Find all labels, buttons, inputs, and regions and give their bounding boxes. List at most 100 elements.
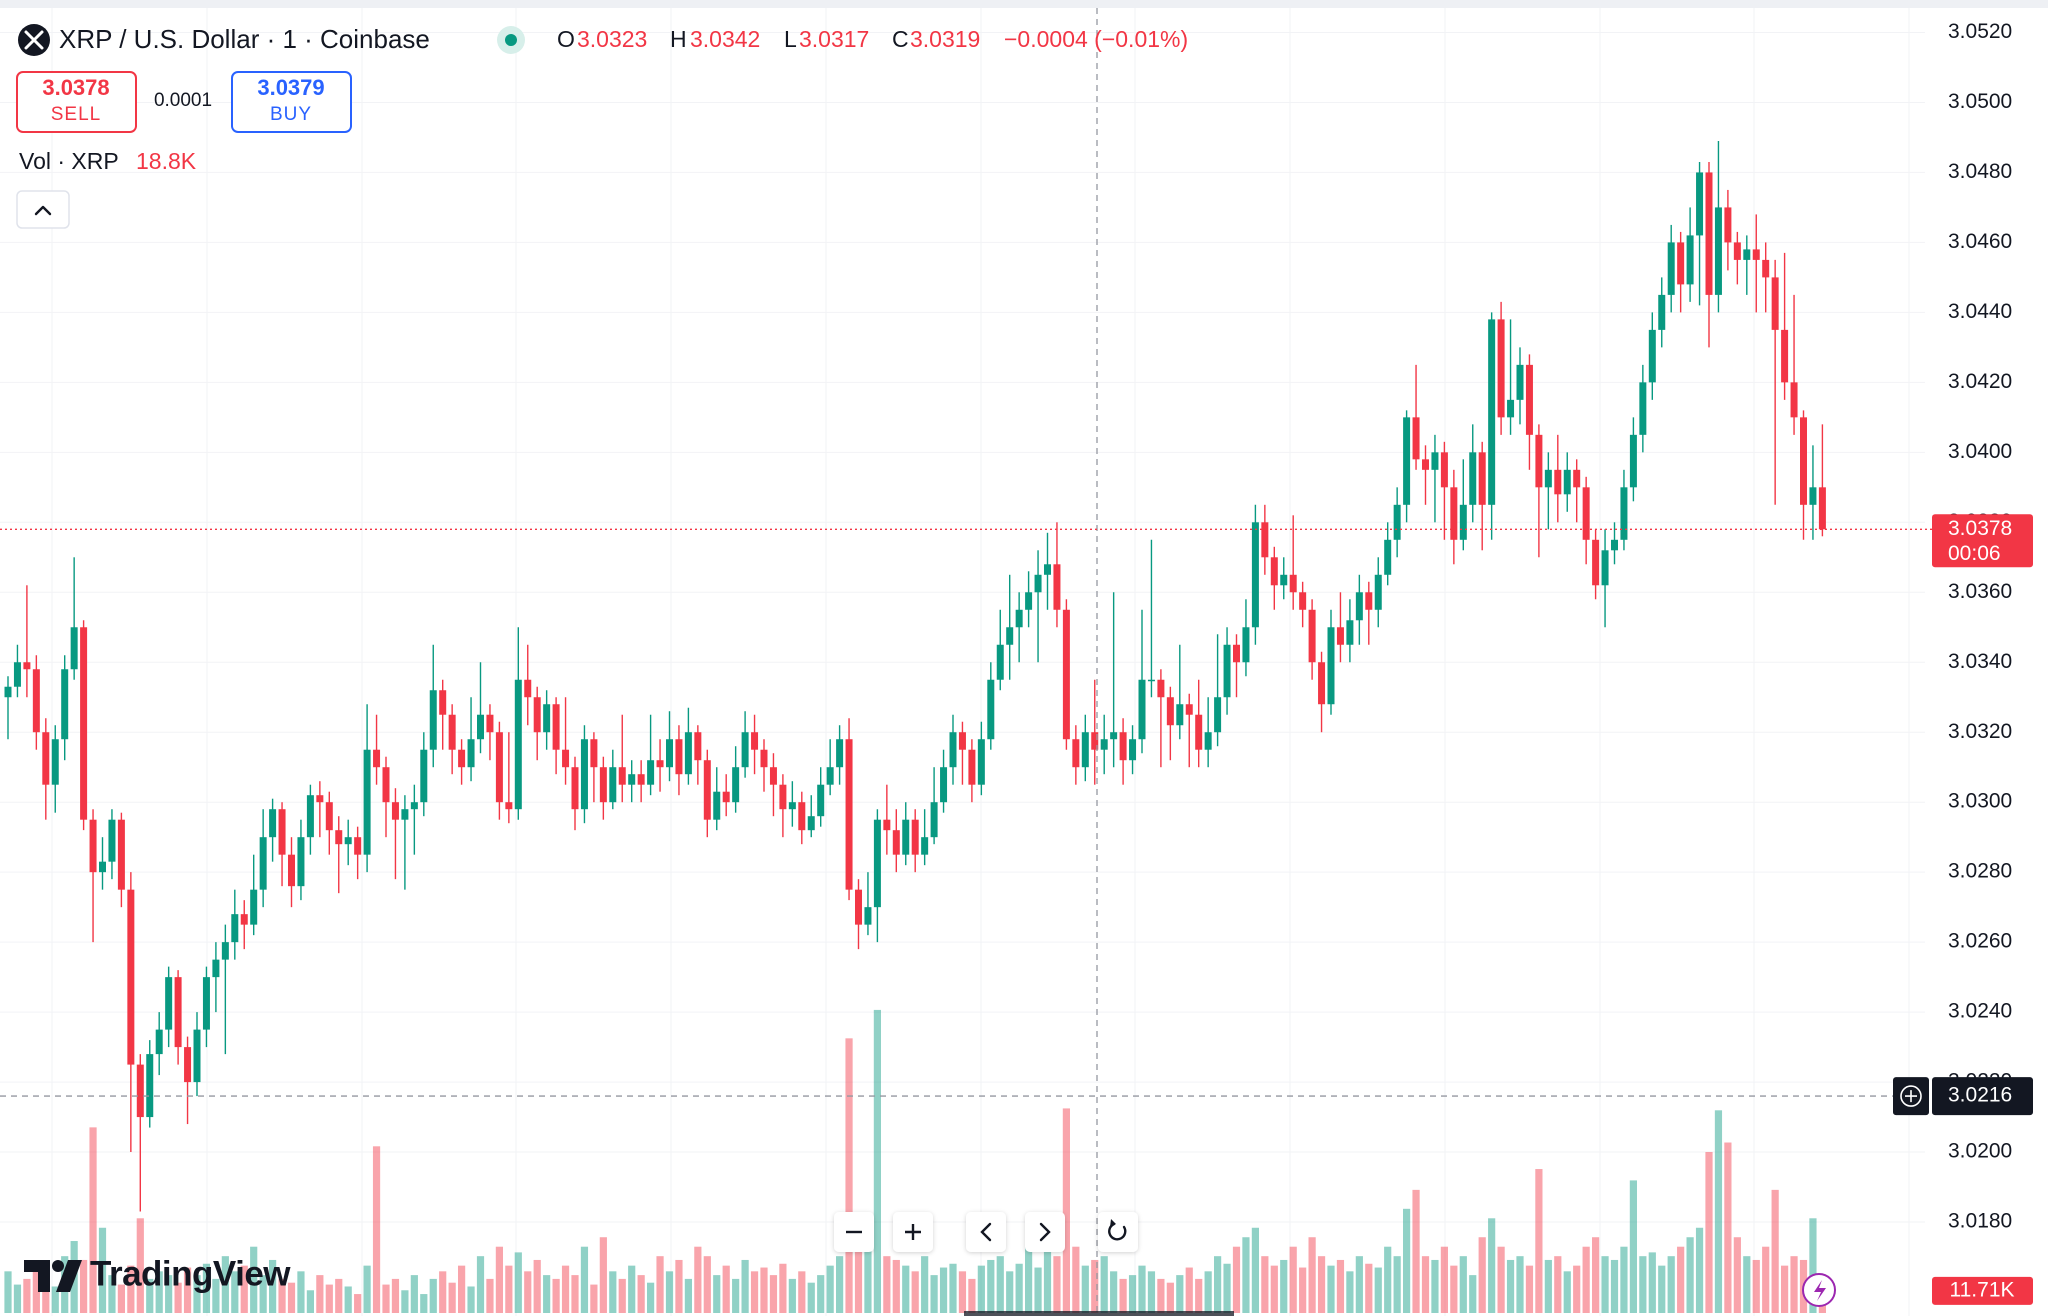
scroll-bar	[964, 1311, 1234, 1316]
candle-body	[873, 819, 881, 908]
volume-bar	[647, 1282, 655, 1313]
volume-bar	[1610, 1259, 1619, 1313]
candle-body	[996, 644, 1004, 680]
candle-body	[13, 662, 21, 687]
volume-bar	[1563, 1271, 1571, 1313]
candle-body	[1507, 399, 1515, 418]
candle-body	[1478, 452, 1486, 505]
volume-bar	[958, 1271, 967, 1313]
volume-bar	[1100, 1256, 1108, 1313]
candle-body	[921, 837, 929, 855]
volume-bar	[297, 1271, 305, 1313]
candle-body	[1308, 609, 1316, 663]
scroll-right-button[interactable]	[1025, 1212, 1065, 1252]
volume-bar	[684, 1278, 692, 1313]
volume-bar	[1762, 1246, 1770, 1313]
last-price-label-bg	[1932, 514, 2033, 568]
volume-bar	[892, 1259, 900, 1313]
volume-bar	[1299, 1267, 1307, 1313]
candle-body	[184, 1047, 192, 1083]
volume-bar	[665, 1271, 674, 1313]
collapse-button[interactable]	[16, 190, 70, 229]
y-tick-label: 3.0400	[1948, 440, 2012, 463]
volume-label-bg	[1932, 1276, 2033, 1305]
volume-bar	[514, 1252, 522, 1313]
volume-bar	[1053, 1256, 1061, 1313]
volume-bar	[1667, 1256, 1675, 1313]
candle-body	[42, 732, 50, 785]
candle-body	[382, 767, 390, 803]
candle-body	[1062, 609, 1070, 740]
volume-bar	[1110, 1271, 1118, 1313]
candle-body	[1223, 644, 1231, 698]
candle-body	[1365, 592, 1373, 610]
candle-body	[675, 739, 683, 775]
candle-body	[288, 854, 295, 887]
volume-bar	[826, 1265, 834, 1313]
y-tick-label: 3.0280	[1948, 860, 2012, 883]
volume-bar	[1771, 1189, 1779, 1313]
last-price-label: 3.0378	[1948, 517, 2012, 540]
volume-bar	[543, 1275, 551, 1313]
y-tick-label: 3.0260	[1948, 930, 2012, 953]
volume-bar	[505, 1265, 513, 1313]
candle-body	[1733, 242, 1741, 260]
buy-button[interactable]	[231, 71, 352, 133]
candle-body	[902, 819, 910, 855]
y-tick-label: 3.0180	[1948, 1210, 2012, 1233]
volume-bar	[146, 1278, 154, 1313]
volume-bar	[117, 1284, 125, 1313]
volume-bar	[240, 1265, 248, 1313]
volume-bar	[1743, 1256, 1751, 1313]
candle-body	[477, 714, 484, 740]
candle-body	[751, 732, 759, 750]
candle-body	[1289, 574, 1297, 593]
volume-bar	[89, 1127, 97, 1313]
volume-bar	[1639, 1256, 1647, 1313]
candle-body	[1100, 739, 1108, 750]
candle-body	[1554, 469, 1562, 495]
branding: TradingView	[24, 1254, 292, 1293]
volume-bar	[1582, 1246, 1590, 1313]
candle-body	[892, 830, 900, 855]
volume-bar	[127, 1265, 135, 1313]
candle-body	[1601, 550, 1609, 586]
candle-body	[61, 669, 69, 740]
candle-body	[524, 679, 532, 698]
candle-body	[51, 739, 59, 785]
scroll-left-button[interactable]	[966, 1212, 1006, 1252]
symbol-title: XRP / U.S. Dollar · 1 · Coinbase	[59, 24, 430, 54]
volume-bar	[1346, 1271, 1354, 1313]
volume-bar	[703, 1256, 711, 1313]
candle-body	[193, 1029, 201, 1083]
volume-bar	[306, 1290, 314, 1313]
candle-body	[571, 767, 579, 810]
candle-body	[467, 739, 475, 768]
reset-button[interactable]	[1098, 1212, 1138, 1252]
candle-body	[1327, 627, 1335, 705]
candle-body	[354, 837, 362, 855]
candle-body	[788, 802, 796, 810]
volume-bar	[231, 1271, 239, 1313]
volume-bar	[741, 1259, 749, 1313]
candle-body	[1119, 732, 1127, 761]
volume-bar	[769, 1275, 778, 1313]
candle-body	[1166, 697, 1174, 726]
sell-button[interactable]	[16, 71, 137, 133]
candle-body	[1620, 487, 1628, 540]
candle-body	[864, 907, 872, 925]
volume-bar	[1308, 1237, 1316, 1313]
candle-body	[1696, 172, 1704, 236]
y-tick-label: 3.0480	[1948, 160, 2012, 183]
legend-o: 3.0323	[577, 26, 647, 52]
market-status-dot	[505, 34, 517, 46]
volume-bar	[1138, 1265, 1146, 1313]
candle-body	[1629, 434, 1637, 488]
reset-icon	[1108, 1222, 1127, 1241]
volume-bar	[1091, 1259, 1099, 1313]
volume-bar	[1062, 1108, 1070, 1313]
candle-body	[1431, 452, 1439, 470]
volume-bar	[391, 1278, 400, 1313]
candle-body	[269, 809, 277, 838]
